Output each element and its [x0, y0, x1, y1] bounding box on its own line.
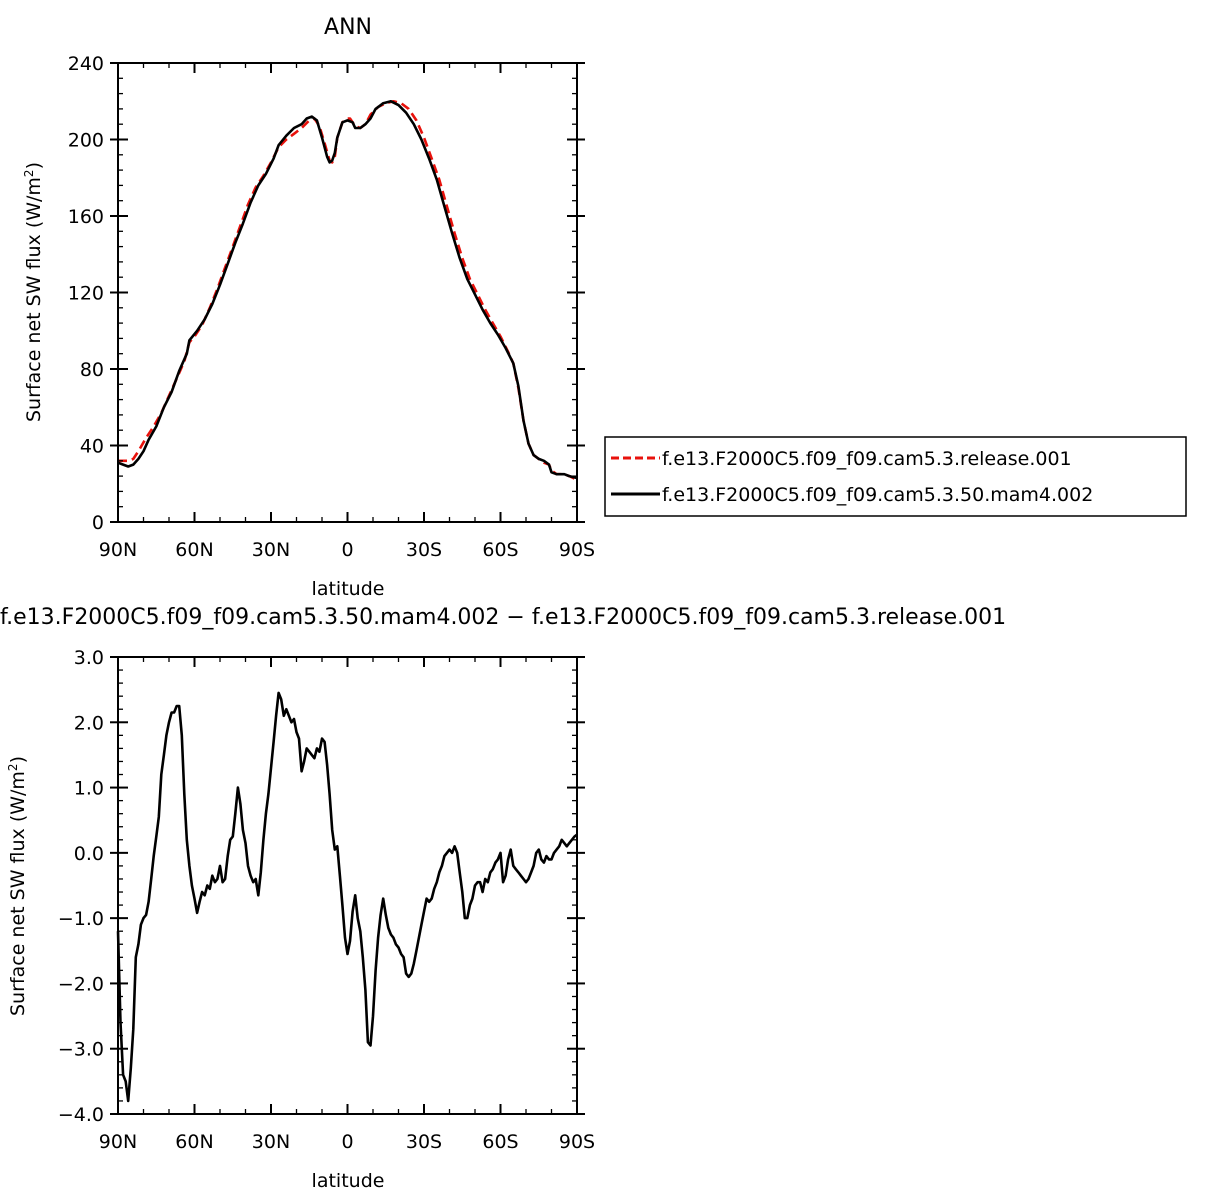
chart-title: ANN: [324, 15, 372, 40]
mean-sw-flux-chart: ANN 90N 60N 30N 0 30S 60S 90S 0 40 80 120 160 200 240…: [22, 15, 1187, 600]
y-tick-label: −3.0: [58, 1039, 104, 1061]
plot-frame: [117, 656, 578, 1115]
y-tick-label: 200: [68, 130, 104, 152]
legend: f.e13.F2000C5.f09_f09.cam5.3.release.001…: [604, 436, 1187, 517]
x-tick-label: 30N: [252, 539, 290, 561]
x-tick-label: 60N: [175, 1131, 213, 1153]
legend-label-mam4: f.e13.F2000C5.f09_f09.cam5.3.50.mam4.002: [662, 484, 1093, 506]
y-axis-label: Surface net SW flux (W/m2): [22, 162, 45, 422]
y-tick-label: −4.0: [58, 1104, 104, 1126]
x-tick-label: 0: [341, 1131, 353, 1153]
x-tick-label: 30N: [252, 1131, 290, 1153]
x-axis-label: latitude: [312, 578, 385, 600]
x-tick-label: 90S: [559, 539, 595, 561]
x-axis-label: latitude: [312, 1170, 385, 1192]
y-tick-label: 2.0: [74, 712, 104, 734]
series-line-0-1: [117, 100, 578, 480]
y-axis-label: Surface net SW flux (W/m2): [6, 756, 29, 1016]
x-tick-label: 90N: [99, 539, 137, 561]
x-tick-label: 60S: [482, 539, 518, 561]
y-tick-label: 160: [68, 206, 104, 228]
y-tick-label: 240: [68, 53, 104, 75]
chart-title: f.e13.F2000C5.f09_f09.cam5.3.50.mam4.002…: [0, 605, 1006, 630]
difference-sw-flux-chart: f.e13.F2000C5.f09_f09.cam5.3.50.mam4.002…: [0, 605, 1006, 1192]
legend-box: [604, 436, 1187, 517]
legend-label-release: f.e13.F2000C5.f09_f09.cam5.3.release.001: [662, 448, 1072, 470]
x-tick-label: 90S: [559, 1131, 595, 1153]
x-tick-label: 0: [341, 539, 353, 561]
x-tick-label: 60N: [175, 539, 213, 561]
y-tick-label: 0.0: [74, 843, 104, 865]
x-tick-label: 60S: [482, 1131, 518, 1153]
y-tick-label: 0: [92, 512, 104, 534]
x-tick-label: 90N: [99, 1131, 137, 1153]
y-tick-label: 80: [80, 359, 104, 381]
y-tick-label: 40: [80, 436, 104, 458]
x-tick-label: 30S: [406, 1131, 442, 1153]
x-tick-label: 30S: [406, 539, 442, 561]
y-tick-label: 120: [68, 283, 104, 305]
y-tick-label: 3.0: [74, 647, 104, 669]
plot-frame: [117, 62, 578, 523]
y-tick-label: 1.0: [74, 778, 104, 800]
y-tick-label: −2.0: [58, 973, 104, 995]
series-line-1-0: [116, 691, 578, 1103]
y-tick-label: −1.0: [58, 908, 104, 930]
series-line-0-0: [118, 100, 578, 482]
